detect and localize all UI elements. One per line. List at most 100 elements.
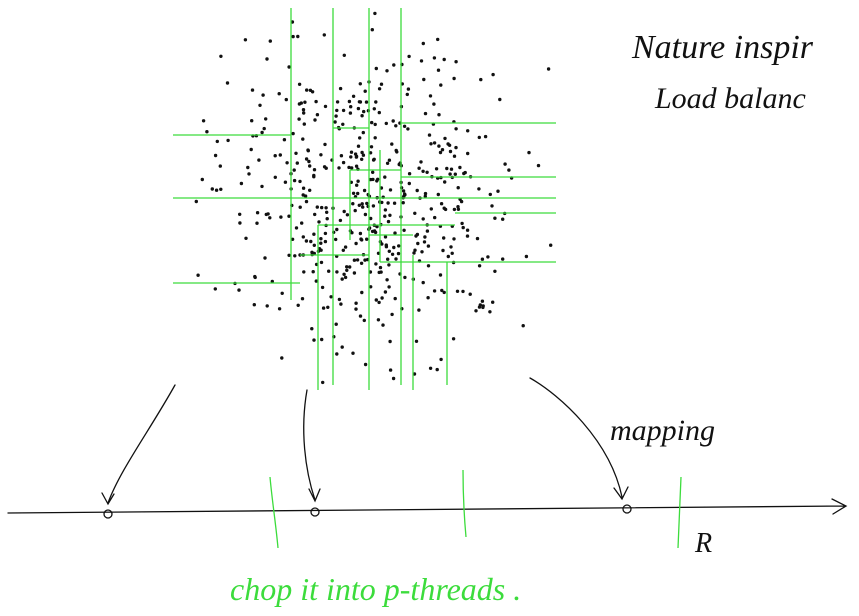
dot xyxy=(437,69,440,72)
dot xyxy=(429,94,432,97)
dot xyxy=(253,303,256,306)
dot xyxy=(460,200,463,203)
dot xyxy=(433,216,436,219)
dot xyxy=(334,238,337,241)
dot xyxy=(285,161,288,164)
dot xyxy=(326,306,329,309)
dot xyxy=(321,381,324,384)
dot xyxy=(454,60,457,63)
dot xyxy=(373,12,376,15)
dot xyxy=(443,58,446,61)
dot xyxy=(403,125,406,128)
dot xyxy=(490,204,493,207)
dot xyxy=(453,208,456,211)
dot xyxy=(364,363,367,366)
dot xyxy=(460,222,463,225)
dot xyxy=(390,142,393,145)
dot xyxy=(481,300,484,303)
dot xyxy=(421,170,424,173)
dot xyxy=(413,212,416,215)
dot xyxy=(358,100,361,103)
dot xyxy=(428,133,431,136)
dot xyxy=(439,273,442,276)
dot xyxy=(379,266,382,269)
dot xyxy=(278,92,281,95)
dot xyxy=(305,157,308,160)
dot xyxy=(426,229,429,232)
dot xyxy=(219,188,222,191)
dot xyxy=(378,271,381,274)
dot xyxy=(394,124,397,127)
dot xyxy=(365,238,368,241)
dot xyxy=(246,166,249,169)
dot xyxy=(385,122,388,125)
dot xyxy=(238,213,241,216)
dot xyxy=(305,88,308,91)
dot xyxy=(469,293,472,296)
dot xyxy=(377,318,380,321)
dot xyxy=(375,298,378,301)
dot xyxy=(493,270,496,273)
dot xyxy=(426,296,429,299)
dot xyxy=(302,108,305,111)
dot xyxy=(374,136,377,139)
dot xyxy=(437,144,440,147)
dot xyxy=(478,136,481,139)
dot xyxy=(420,250,423,253)
dot xyxy=(339,87,342,90)
dot xyxy=(303,101,306,104)
dot xyxy=(370,145,373,148)
dot xyxy=(389,188,392,191)
dot xyxy=(269,39,272,42)
dot xyxy=(202,119,205,122)
dot xyxy=(352,192,355,195)
dot xyxy=(388,159,391,162)
dot xyxy=(422,42,425,45)
dot xyxy=(350,231,353,234)
dot xyxy=(365,202,368,205)
dot xyxy=(362,154,365,157)
dot xyxy=(392,63,395,66)
dot xyxy=(205,130,208,133)
dot xyxy=(425,171,428,174)
dot xyxy=(250,119,253,122)
dot xyxy=(443,180,446,183)
dot xyxy=(302,270,305,273)
dot xyxy=(484,135,487,138)
dot xyxy=(302,111,305,114)
dot xyxy=(374,123,377,126)
dot xyxy=(479,78,482,81)
dot xyxy=(274,176,277,179)
dot xyxy=(422,78,425,81)
dot xyxy=(375,67,378,70)
dot xyxy=(360,291,363,294)
dot xyxy=(335,352,338,355)
dot xyxy=(325,211,328,214)
dot xyxy=(362,110,365,113)
dot xyxy=(488,310,491,313)
dot xyxy=(312,175,315,178)
dot xyxy=(383,175,386,178)
dot xyxy=(374,100,377,103)
dot xyxy=(433,289,436,292)
dot xyxy=(353,271,356,274)
dot xyxy=(372,204,375,207)
dot xyxy=(361,202,364,205)
dot xyxy=(389,368,392,371)
dot xyxy=(397,244,400,247)
dot xyxy=(360,158,363,161)
dot xyxy=(402,229,405,232)
dot xyxy=(238,221,241,224)
dot xyxy=(291,132,294,135)
dot xyxy=(317,220,320,223)
dot xyxy=(437,113,440,116)
dot xyxy=(406,127,409,130)
dot xyxy=(430,207,433,210)
dot xyxy=(408,172,411,175)
dot xyxy=(392,119,395,122)
dot xyxy=(256,211,259,214)
dot xyxy=(378,87,381,90)
dot xyxy=(429,367,432,370)
dot xyxy=(354,242,357,245)
dot xyxy=(433,56,436,59)
